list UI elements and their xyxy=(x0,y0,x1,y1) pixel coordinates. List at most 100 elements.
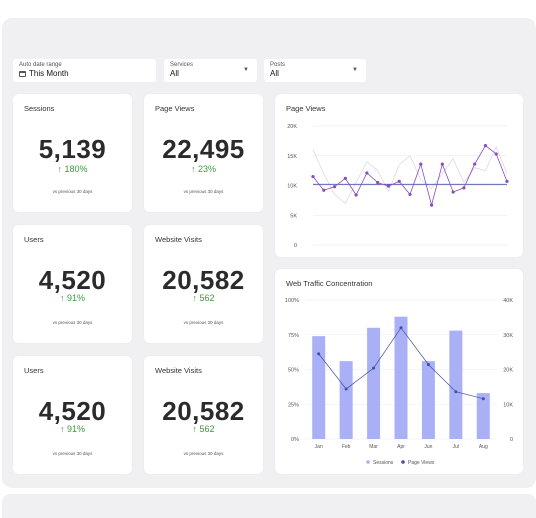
data-point xyxy=(473,162,477,166)
legend-label: Page Views xyxy=(408,460,435,466)
kpi-value: 4,520 xyxy=(38,396,107,426)
kpi-card-page-views: Page Views 22,495 ↑ 23% vs previous 30 d… xyxy=(144,94,263,212)
data-point xyxy=(426,363,430,367)
y-left-tick-label: 0% xyxy=(291,437,299,443)
kpi-title: Users xyxy=(24,366,44,375)
x-tick-label: Aug xyxy=(479,444,488,450)
data-point xyxy=(440,162,444,166)
data-point xyxy=(311,174,315,179)
series-line xyxy=(312,146,508,204)
data-point xyxy=(372,366,376,370)
data-point xyxy=(332,185,337,189)
kpi-note: vs previous 30 days xyxy=(183,451,224,456)
y-tick-label: 0 xyxy=(294,243,297,249)
kpi-delta: ↑ 91% xyxy=(59,293,85,303)
kpi-note: vs previous 30 days xyxy=(52,320,93,325)
kpi-value: 4,520 xyxy=(38,265,107,295)
data-point xyxy=(462,186,466,190)
y-tick-label: 15K xyxy=(287,154,297,160)
data-point xyxy=(505,179,509,183)
date-range-label: Auto date range xyxy=(19,62,62,68)
x-tick-label: Jun xyxy=(424,444,432,450)
chart-title: Web Traffic Concentration xyxy=(286,279,373,288)
kpi-card-users: Users 4,520 ↑ 91% vs previous 30 days xyxy=(13,225,132,343)
bar xyxy=(449,330,463,439)
kpi-title: Website Visits xyxy=(155,235,202,244)
page-views-line-chart: 0 5K 10K 15K 20K xyxy=(287,124,509,249)
data-point xyxy=(481,397,485,401)
next-panel-strip xyxy=(2,494,536,518)
data-point xyxy=(386,184,391,188)
y-left-tick-label: 100% xyxy=(285,298,299,304)
kpi-title: Sessions xyxy=(24,104,55,113)
data-point xyxy=(354,193,358,197)
chart-title: Page Views xyxy=(286,104,326,113)
kpi-note: vs previous 30 days xyxy=(183,189,224,194)
data-point xyxy=(454,390,458,394)
data-point xyxy=(408,192,412,197)
kpi-delta: ↑ 91% xyxy=(59,424,85,434)
y-left-tick-label: 75% xyxy=(288,333,299,339)
data-point xyxy=(494,152,498,156)
services-filter[interactable]: Services All ▼ xyxy=(164,59,257,82)
web-traffic-bar-chart: 0% 25% 50% 75% 100% 0 10K 20K 30K 40K Jan Feb Mar Apr… xyxy=(285,298,513,466)
y-tick-label: 5K xyxy=(290,213,297,219)
x-tick-label: Jan xyxy=(315,444,323,450)
legend-swatch xyxy=(401,460,405,464)
y-left-tick-label: 25% xyxy=(288,402,299,408)
y-right-tick-label: 0 xyxy=(510,437,513,443)
data-point xyxy=(483,144,488,148)
data-point xyxy=(344,387,348,391)
kpi-note: vs previous 30 days xyxy=(183,320,224,325)
kpi-title: Page Views xyxy=(155,104,195,113)
bar xyxy=(339,361,353,439)
services-value: All xyxy=(170,69,179,78)
y-tick-label: 10K xyxy=(287,184,297,190)
posts-filter[interactable]: Posts All ▼ xyxy=(264,59,366,82)
kpi-card-sessions: Sessions 5,139 ↑ 180% vs previous 30 day… xyxy=(13,94,132,212)
kpi-card-website-visits: Website Visits 20,582 ↑ 562 vs previous … xyxy=(144,356,263,474)
calendar-icon xyxy=(19,71,26,77)
y-right-tick-label: 40K xyxy=(503,298,513,304)
date-range-filter[interactable]: Auto date range This Month xyxy=(13,59,156,82)
legend-swatch xyxy=(366,460,370,464)
series-line xyxy=(312,145,508,207)
data-point xyxy=(376,180,380,185)
y-right-tick-label: 20K xyxy=(503,368,513,374)
posts-label: Posts xyxy=(270,62,286,68)
date-range-value: This Month xyxy=(29,69,69,78)
services-label: Services xyxy=(170,62,194,68)
data-point xyxy=(317,352,321,356)
bar xyxy=(312,336,326,439)
bar xyxy=(367,327,381,439)
chevron-down-icon: ▼ xyxy=(243,67,249,73)
kpi-delta: ↑ 562 xyxy=(192,293,215,303)
data-point xyxy=(322,188,326,192)
posts-value: All xyxy=(270,69,279,78)
data-point xyxy=(419,162,423,166)
y-left-tick-label: 50% xyxy=(288,368,299,374)
kpi-value: 20,582 xyxy=(162,396,245,426)
y-right-tick-label: 10K xyxy=(503,402,513,408)
kpi-note: vs previous 30 days xyxy=(52,451,93,456)
data-point xyxy=(429,203,434,207)
bar xyxy=(394,316,408,439)
kpi-delta: ↑ 23% xyxy=(190,164,216,174)
data-point xyxy=(343,176,347,180)
kpi-delta: ↑ 562 xyxy=(192,424,215,434)
kpi-value: 22,495 xyxy=(162,134,245,164)
x-tick-label: Mar xyxy=(369,444,378,450)
x-tick-label: Apr xyxy=(397,444,405,450)
kpi-delta: ↑ 180% xyxy=(57,164,88,174)
chevron-down-icon: ▼ xyxy=(352,67,358,73)
bar xyxy=(421,361,435,439)
y-right-tick-label: 30K xyxy=(503,333,513,339)
kpi-note: vs previous 30 days xyxy=(52,189,93,194)
bar xyxy=(476,393,490,439)
y-tick-label: 20K xyxy=(287,124,297,130)
data-point xyxy=(397,179,401,183)
data-point xyxy=(365,171,369,175)
kpi-card-website-visits: Website Visits 20,582 ↑ 562 vs previous … xyxy=(144,225,263,343)
page-views-chart-card: Page Views 0 5K 10K 15K 20K xyxy=(275,94,523,257)
x-tick-label: Jul xyxy=(453,444,459,450)
